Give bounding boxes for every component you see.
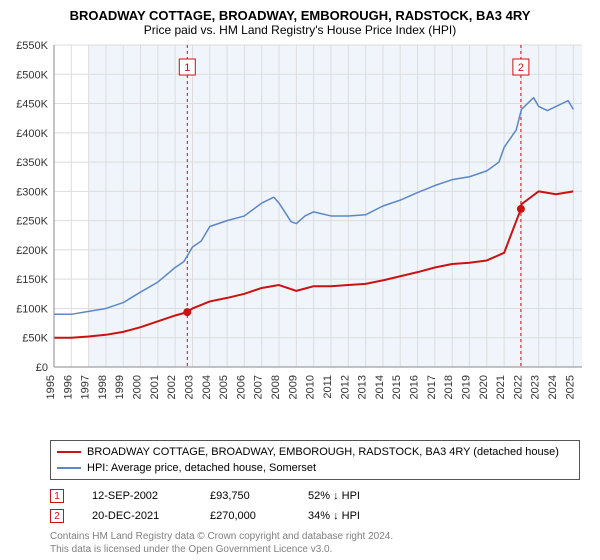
svg-text:2024: 2024 (547, 375, 559, 399)
svg-text:2020: 2020 (478, 375, 490, 399)
svg-text:£350K: £350K (16, 157, 48, 169)
chart-subtitle: Price paid vs. HM Land Registry's House … (10, 23, 590, 37)
svg-text:£550K: £550K (16, 41, 48, 52)
svg-text:2011: 2011 (322, 375, 334, 399)
legend-label-1: BROADWAY COTTAGE, BROADWAY, EMBOROUGH, R… (87, 446, 559, 458)
svg-text:2015: 2015 (391, 375, 403, 399)
svg-text:2005: 2005 (218, 375, 230, 399)
svg-text:2021: 2021 (495, 375, 507, 399)
marker-2-pct: 34% ↓ HPI (308, 510, 418, 522)
svg-text:2003: 2003 (183, 375, 195, 399)
svg-text:2010: 2010 (305, 375, 317, 399)
svg-text:2019: 2019 (460, 375, 472, 399)
svg-text:£150K: £150K (16, 274, 48, 286)
legend-item-2: HPI: Average price, detached house, Some… (57, 460, 573, 476)
svg-text:£400K: £400K (16, 128, 48, 140)
svg-text:£200K: £200K (16, 245, 48, 257)
svg-text:2018: 2018 (443, 375, 455, 399)
svg-text:£500K: £500K (16, 69, 48, 81)
legend-item-1: BROADWAY COTTAGE, BROADWAY, EMBOROUGH, R… (57, 444, 573, 460)
svg-text:2004: 2004 (201, 375, 213, 399)
svg-text:2002: 2002 (166, 375, 178, 399)
svg-text:1998: 1998 (97, 375, 109, 399)
svg-text:2008: 2008 (270, 375, 282, 399)
svg-text:2013: 2013 (357, 375, 369, 399)
svg-text:1999: 1999 (114, 375, 126, 399)
svg-text:2009: 2009 (287, 375, 299, 399)
svg-text:1: 1 (184, 62, 190, 74)
svg-text:2023: 2023 (530, 375, 542, 399)
svg-text:2001: 2001 (149, 375, 161, 399)
svg-text:£0: £0 (36, 362, 48, 374)
svg-text:1997: 1997 (80, 375, 92, 399)
svg-text:2: 2 (518, 62, 524, 74)
svg-text:2006: 2006 (235, 375, 247, 399)
svg-text:£250K: £250K (16, 216, 48, 228)
svg-text:2017: 2017 (426, 375, 438, 399)
chart-title: BROADWAY COTTAGE, BROADWAY, EMBOROUGH, R… (10, 8, 590, 23)
marker-row-2: 2 20-DEC-2021 £270,000 34% ↓ HPI (50, 506, 590, 526)
marker-2-date: 20-DEC-2021 (92, 510, 182, 522)
svg-text:£450K: £450K (16, 99, 48, 111)
marker-row-1: 1 12-SEP-2002 £93,750 52% ↓ HPI (50, 486, 590, 506)
marker-1-pct: 52% ↓ HPI (308, 490, 418, 502)
svg-text:2012: 2012 (339, 375, 351, 399)
marker-1-price: £93,750 (210, 490, 280, 502)
svg-text:£100K: £100K (16, 303, 48, 315)
attribution-text: Contains HM Land Registry data © Crown c… (50, 530, 590, 556)
svg-text:1995: 1995 (45, 375, 57, 399)
svg-text:£300K: £300K (16, 186, 48, 198)
svg-text:2000: 2000 (132, 375, 144, 399)
svg-text:1996: 1996 (62, 375, 74, 399)
svg-text:2014: 2014 (374, 375, 386, 399)
chart-plot: £0 £50K £100K £150K £200K £250K £300K £350K £400… (10, 41, 590, 436)
legend-label-2: HPI: Average price, detached house, Some… (87, 462, 316, 474)
svg-text:2016: 2016 (409, 375, 421, 399)
marker-table: 1 12-SEP-2002 £93,750 52% ↓ HPI 2 20-DEC… (50, 486, 590, 526)
svg-text:2022: 2022 (512, 375, 524, 399)
svg-text:2025: 2025 (564, 375, 576, 399)
svg-text:2007: 2007 (253, 375, 265, 399)
legend-box: BROADWAY COTTAGE, BROADWAY, EMBOROUGH, R… (50, 440, 580, 480)
marker-2-price: £270,000 (210, 510, 280, 522)
marker-1-date: 12-SEP-2002 (92, 490, 182, 502)
svg-text:£50K: £50K (22, 333, 48, 345)
